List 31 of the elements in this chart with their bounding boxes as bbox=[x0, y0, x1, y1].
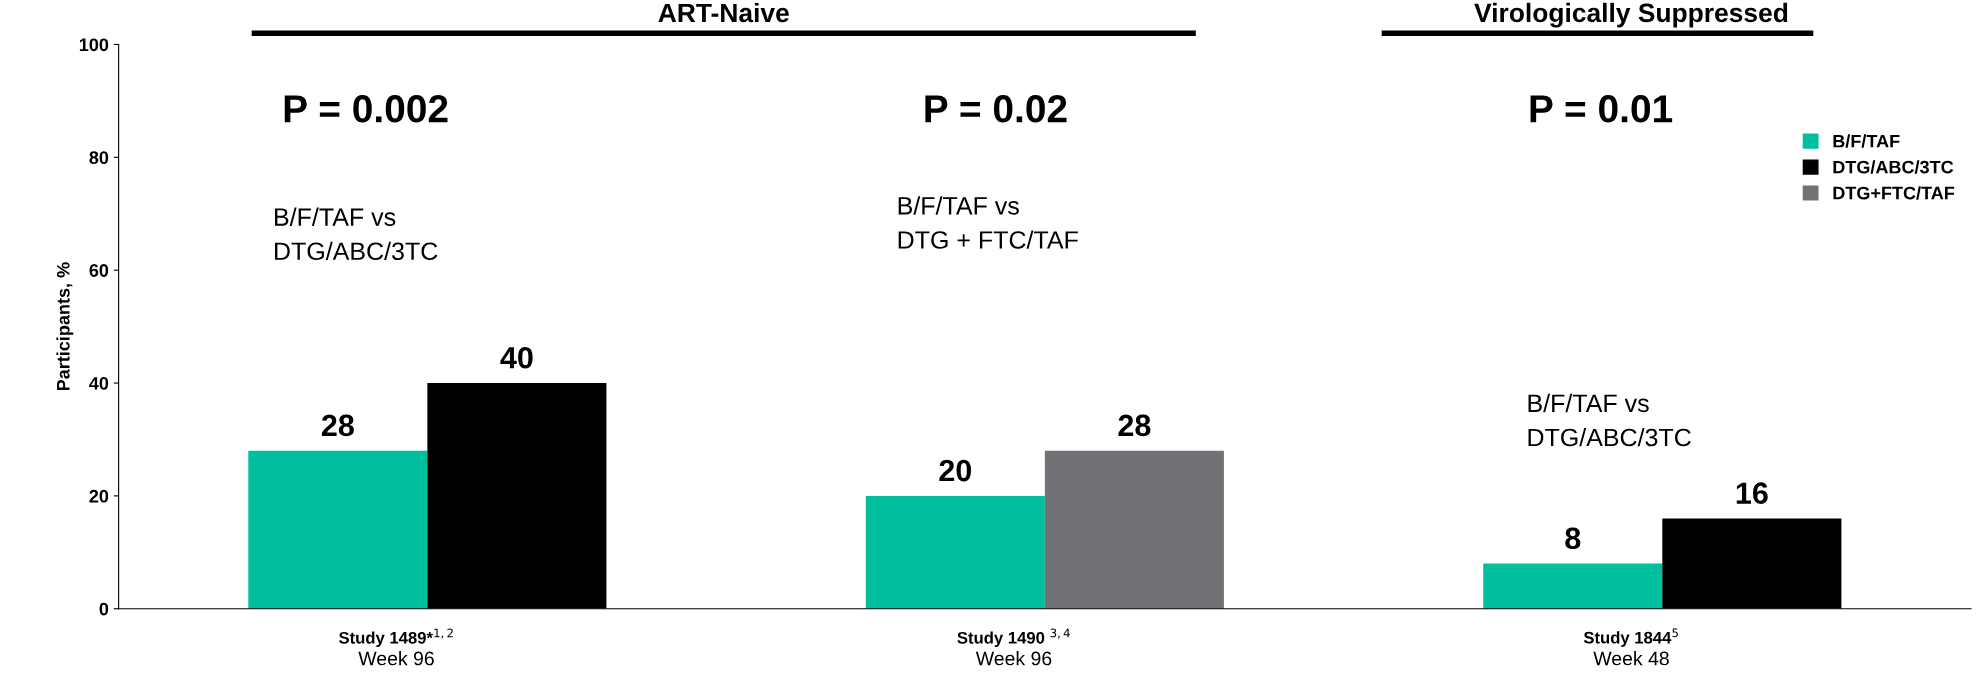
y-tick-label: 100 bbox=[79, 38, 109, 52]
annotation: P = 0.002 bbox=[284, 95, 448, 123]
legend-label: DTG/ABC/3TC bbox=[1833, 160, 1954, 174]
y-tick-label: 40 bbox=[89, 376, 109, 390]
x-tick-label: Study 1489*$^{1,2}$ Week 96 bbox=[338, 628, 453, 666]
y-tick-label: 80 bbox=[89, 151, 109, 165]
bar bbox=[865, 495, 1045, 609]
data-label: 28 bbox=[321, 414, 354, 437]
annotation: P = 0.02 bbox=[925, 95, 1067, 123]
text: ART-Naive bbox=[658, 2, 789, 23]
data-label: 40 bbox=[500, 346, 533, 369]
bar bbox=[1483, 563, 1663, 609]
legend-label: B/F/TAF bbox=[1833, 134, 1900, 148]
y-tick-label: 0 bbox=[99, 602, 109, 616]
annotation: B/F/TAF vs DTG + FTC/TAF bbox=[898, 196, 1078, 249]
data-label: 28 bbox=[1118, 414, 1151, 437]
annotation: B/F/TAF vs DTG/ABC/3TC bbox=[1528, 393, 1691, 447]
data-label: 16 bbox=[1736, 482, 1768, 504]
y-tick-label: 60 bbox=[89, 264, 109, 277]
annotation: P = 0.01 bbox=[1530, 95, 1673, 123]
x-tick-label: Study 1490 $^{3,4}$ Week 96 bbox=[957, 628, 1070, 666]
y-axis-title: Participants, % bbox=[56, 262, 74, 391]
data-label: 20 bbox=[939, 459, 972, 482]
legend-label: DTG+FTC/TAF bbox=[1833, 186, 1955, 200]
annotation: B/F/TAF vs DTG/ABC/3TC bbox=[275, 207, 438, 261]
text: Virologically Suppressed bbox=[1474, 2, 1788, 28]
y-tick-label: 20 bbox=[89, 489, 109, 503]
data-label: 8 bbox=[1565, 527, 1581, 550]
bar bbox=[1044, 450, 1224, 609]
bar bbox=[248, 450, 428, 609]
category-label: Study 1844$^{5}$ Week 48 bbox=[1583, 628, 1678, 666]
